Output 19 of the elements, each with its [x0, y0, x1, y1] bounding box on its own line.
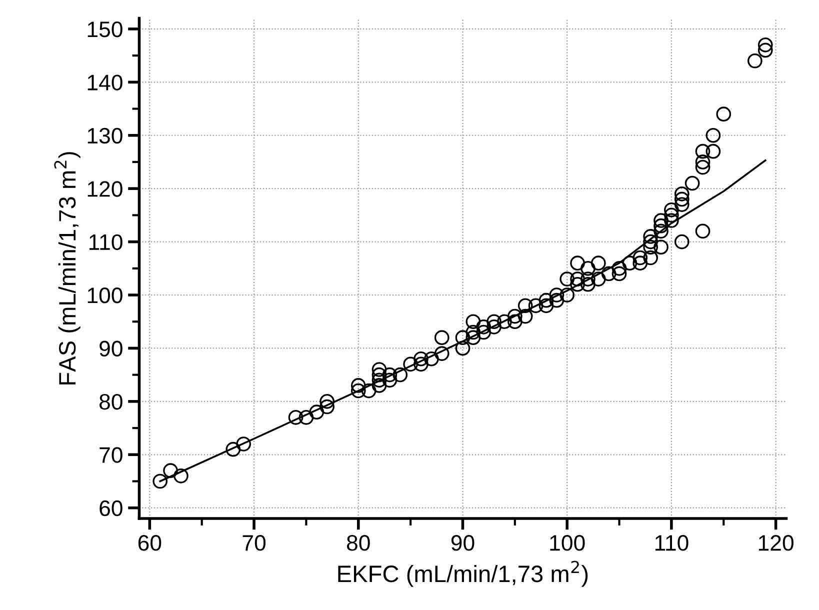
x-tick-label: 60: [138, 535, 162, 551]
y-tick-label: 110: [90, 234, 122, 250]
y-tick-label: 100: [88, 288, 122, 304]
y-tick-label: 120: [88, 181, 122, 197]
y-tick-label: 150: [88, 21, 122, 38]
y-tick-label: 140: [88, 74, 122, 90]
x-tick-label: 70: [242, 535, 266, 551]
x-tick-label: 100: [550, 535, 585, 551]
y-tick-label: 130: [88, 128, 122, 144]
y-tick-label: 70: [100, 447, 122, 463]
x-tick-label: 90: [451, 535, 474, 551]
y-tick-label: 80: [100, 394, 122, 410]
x-tick-label: 120: [758, 535, 794, 551]
x-tick-label: 110: [655, 535, 688, 551]
x-axis-title: EKFC (mL/min/1,73 m$^{2}$): [338, 560, 588, 587]
y-axis-title: FAS (mL/min/1,73 m$^{2}$): [54, 152, 80, 384]
y-tick-label: 60: [100, 500, 122, 516]
y-tick-label: 90: [100, 340, 122, 356]
x-tick-label: 80: [346, 535, 370, 551]
